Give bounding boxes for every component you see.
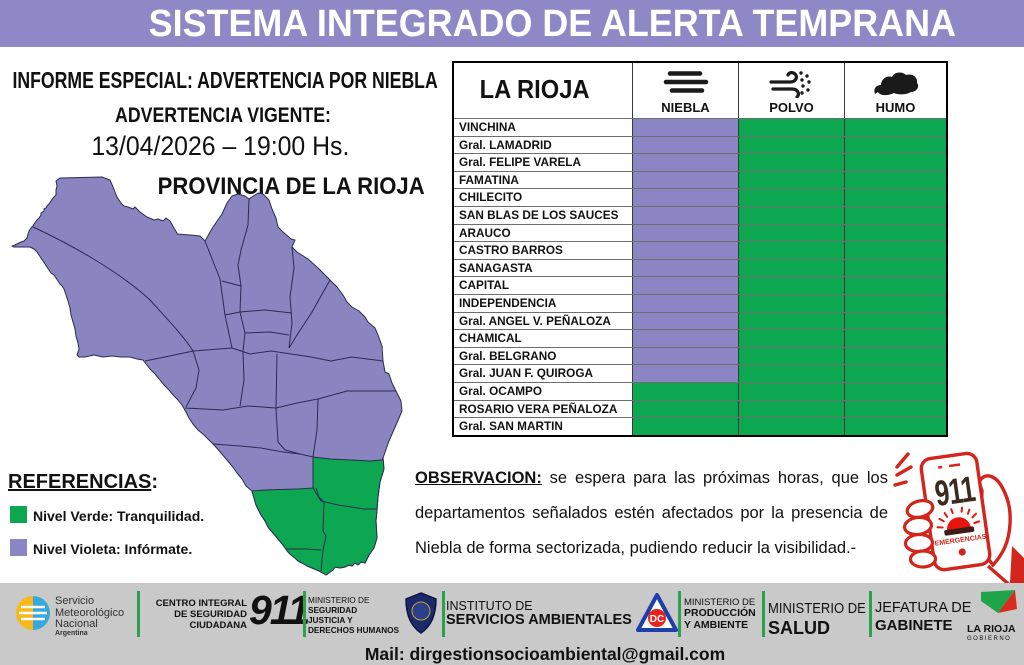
svg-text:DC: DC xyxy=(650,614,664,625)
svg-text:911: 911 xyxy=(932,469,977,514)
